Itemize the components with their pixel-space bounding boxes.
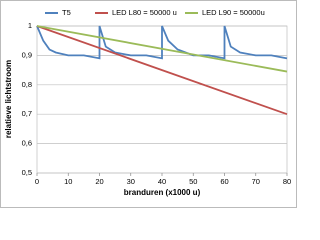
x-tick-label: 80 [283,177,291,186]
y-tick-label: 0,9 [22,50,32,59]
y-tick-label: 0,5 [22,168,32,177]
y-tick-label: 0,8 [22,80,32,89]
x-tick-label: 40 [158,177,166,186]
chart: branduren (x1000 u) relatieve lichtstroo… [0,0,297,208]
legend-label: LED L80 = 50000 u [112,8,177,17]
series-line [36,25,288,116]
legend-label: T5 [62,8,71,17]
legend-label: LED L90 = 50000u [202,8,265,17]
x-tick-label: 50 [189,177,197,186]
x-tick-label: 30 [127,177,135,186]
y-tick-label: 1 [28,21,32,30]
x-tick-label: 70 [252,177,260,186]
series-line [36,25,288,60]
x-tick-label: 10 [64,177,72,186]
y-tick-label: 0,6 [22,139,32,148]
y-axis-title: relatieve lichtstroom [4,60,13,138]
x-axis-title: branduren (x1000 u) [124,188,201,197]
y-tick-label: 0,7 [22,109,32,118]
x-tick-label: 20 [95,177,103,186]
series-line [36,25,288,73]
x-tick-label: 60 [220,177,228,186]
x-tick-label: 0 [35,177,39,186]
